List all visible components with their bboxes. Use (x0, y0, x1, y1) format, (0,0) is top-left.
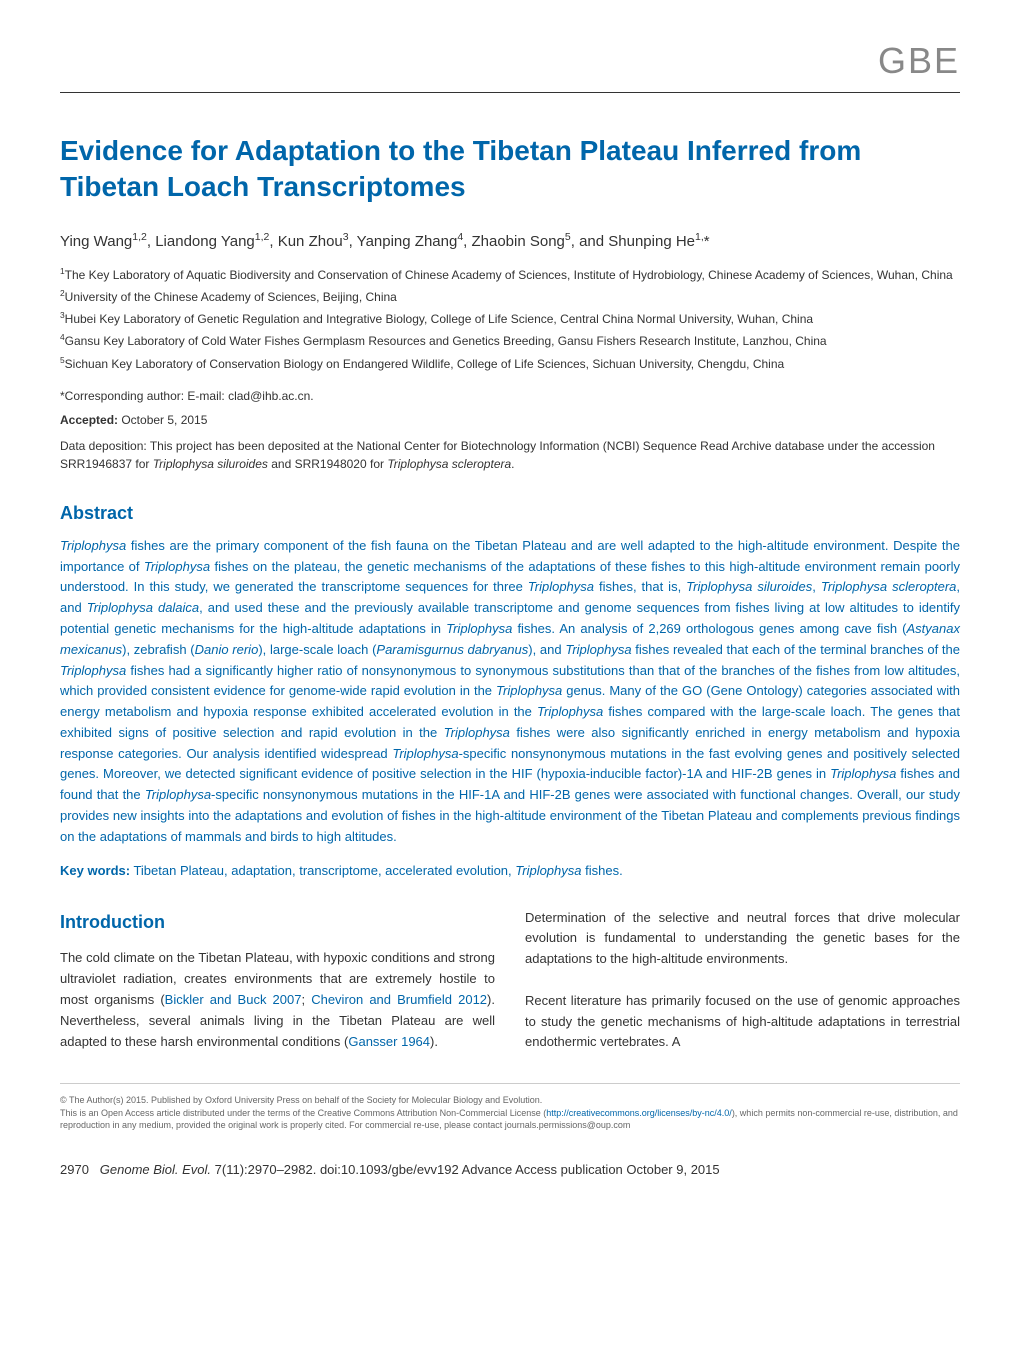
intro-text-right: Determination of the selective and neutr… (525, 908, 960, 1054)
abstract-heading: Abstract (60, 503, 960, 524)
corresponding-author: *Corresponding author: E-mail: clad@ihb.… (60, 389, 960, 403)
article-title: Evidence for Adaptation to the Tibetan P… (60, 133, 960, 206)
accepted-date: Accepted: October 5, 2015 (60, 413, 960, 427)
abstract-text: Triplophysa fishes are the primary compo… (60, 536, 960, 848)
page-footer: 2970 Genome Biol. Evol. 7(11):2970–2982.… (60, 1162, 960, 1177)
intro-text-left: The cold climate on the Tibetan Plateau,… (60, 948, 495, 1052)
keywords: Key words: Tibetan Plateau, adaptation, … (60, 863, 960, 878)
affiliation-1: 1The Key Laboratory of Aquatic Biodivers… (60, 265, 960, 285)
affiliation-3: 3Hubei Key Laboratory of Genetic Regulat… (60, 309, 960, 329)
copyright-notice: © The Author(s) 2015. Published by Oxfor… (60, 1083, 960, 1132)
data-deposition: Data deposition: This project has been d… (60, 437, 960, 473)
keywords-value: Tibetan Plateau, adaptation, transcripto… (130, 863, 623, 878)
affiliation-5: 5Sichuan Key Laboratory of Conservation … (60, 354, 960, 374)
authors-list: Ying Wang1,2, Liandong Yang1,2, Kun Zhou… (60, 231, 960, 250)
journal-abbreviation: GBE (60, 40, 960, 93)
accepted-label: Accepted: (60, 413, 118, 427)
accepted-date-value: October 5, 2015 (118, 413, 207, 427)
affiliation-4: 4Gansu Key Laboratory of Cold Water Fish… (60, 331, 960, 351)
introduction-section: Introduction The cold climate on the Tib… (60, 908, 960, 1054)
affiliation-2: 2University of the Chinese Academy of Sc… (60, 287, 960, 307)
introduction-heading: Introduction (60, 908, 495, 937)
intro-column-right: Determination of the selective and neutr… (525, 908, 960, 1054)
page-number: 2970 (60, 1162, 89, 1177)
journal-citation: Genome Biol. Evol. (100, 1162, 211, 1177)
keywords-label: Key words: (60, 863, 130, 878)
intro-column-left: Introduction The cold climate on the Tib… (60, 908, 495, 1054)
citation-details: 7(11):2970–2982. doi:10.1093/gbe/evv192 … (211, 1162, 720, 1177)
affiliations-block: 1The Key Laboratory of Aquatic Biodivers… (60, 265, 960, 374)
